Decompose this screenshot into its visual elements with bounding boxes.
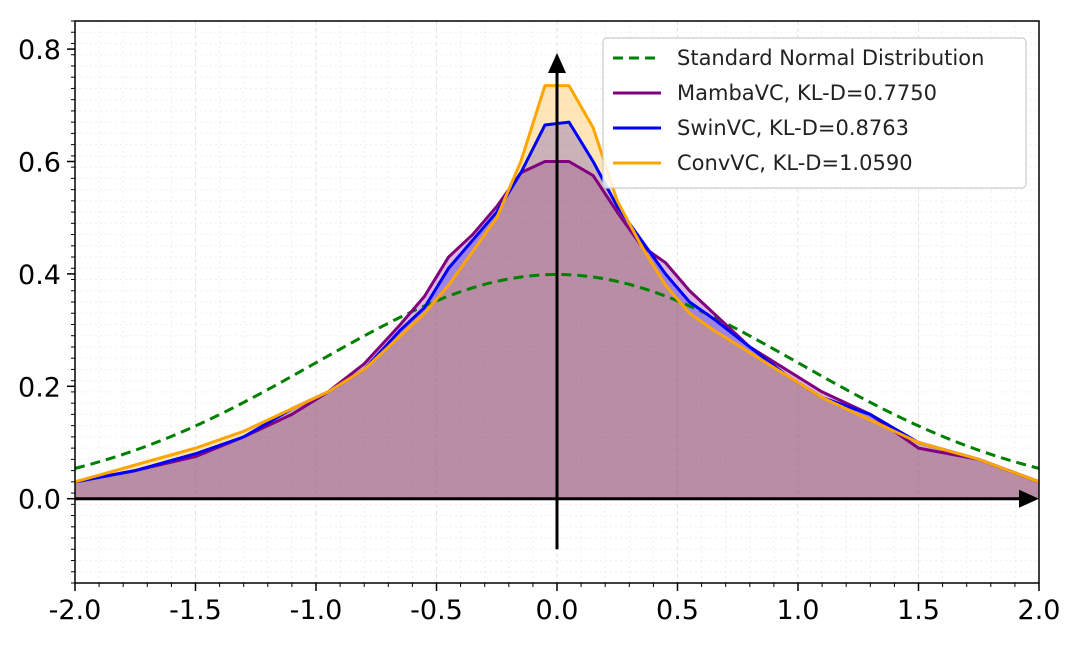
x-tick-label: 1.5: [897, 595, 940, 626]
legend-label: MambaVC, KL-D=0.7750: [677, 81, 937, 105]
x-tick-label: -1.5: [169, 595, 222, 626]
x-tick-label: -0.5: [410, 595, 463, 626]
center-axes: [75, 53, 1039, 550]
legend-label: Standard Normal Distribution: [677, 46, 984, 70]
y-tick-labels: 0.0 0.2 0.4 0.6 0.8: [18, 35, 61, 516]
y-tick-label: 0.2: [18, 372, 61, 403]
legend-label: SwinVC, KL-D=0.8763: [677, 116, 909, 140]
x-tick-label: 0.5: [656, 595, 699, 626]
legend-box: [602, 37, 1027, 189]
y-axis-arrowhead: [548, 53, 566, 73]
y-tick-label: 0.6: [18, 148, 61, 179]
x-tick-label: 0.0: [536, 595, 579, 626]
x-tick-label: -2.0: [49, 595, 102, 626]
x-tick-label: 2.0: [1018, 595, 1061, 626]
y-tick-label: 0.8: [18, 35, 61, 66]
x-tick-label: -1.0: [290, 595, 343, 626]
tick-marks: [67, 20, 1040, 591]
y-tick-label: 0.4: [18, 260, 61, 291]
x-tick-labels: -2.0 -1.5 -1.0 -0.5 0.0 0.5 1.0 1.5 2.0: [49, 595, 1061, 626]
x-axis-arrowhead: [1019, 489, 1039, 508]
legend: Standard Normal Distribution MambaVC, KL-…: [602, 37, 1027, 189]
x-tick-label: 1.0: [777, 595, 820, 626]
y-tick-label: 0.0: [18, 485, 61, 516]
legend-label: ConvVC, KL-D=1.0590: [677, 151, 913, 175]
